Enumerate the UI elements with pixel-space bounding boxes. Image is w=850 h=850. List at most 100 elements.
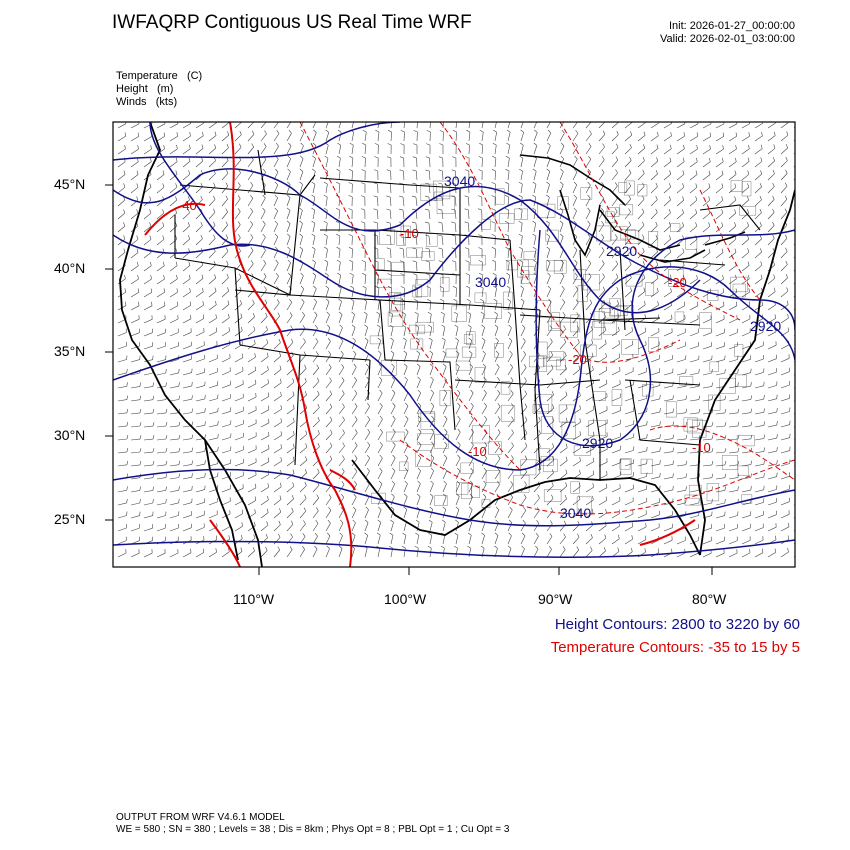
wind-barb: [117, 451, 127, 454]
wind-barb: [780, 476, 790, 480]
wind-barb-flag: [592, 495, 594, 500]
wind-barb: [338, 171, 341, 181]
wind-barb: [728, 386, 738, 389]
wind-barb: [338, 393, 345, 402]
wind-barb-flag: [311, 168, 316, 172]
wind-barb: [559, 262, 564, 272]
wind-barb-flag: [150, 288, 152, 293]
wind-barb-flag: [721, 248, 724, 253]
wind-barb: [130, 425, 140, 428]
wind-barb: [260, 316, 268, 324]
wind-barb: [299, 523, 306, 532]
wind-barb: [598, 512, 607, 519]
wind-barb-flag: [505, 181, 510, 185]
wind-barb: [182, 527, 192, 532]
wind-barb: [286, 122, 292, 129]
wind-barb-flag: [216, 535, 218, 540]
wind-barb: [208, 291, 217, 298]
wind-barb: [728, 477, 738, 480]
wind-barb: [754, 199, 762, 207]
wind-barb-flag: [592, 470, 595, 475]
wind-barb-flag: [254, 353, 256, 358]
county-cell: [455, 360, 471, 371]
wind-barb-flag: [425, 234, 430, 237]
wind-barb: [754, 552, 764, 558]
wind-barb-flag: [430, 467, 434, 472]
wind-barb-flag: [412, 260, 417, 263]
wind-barb: [403, 131, 405, 142]
wind-barb: [780, 186, 788, 194]
wind-barb-flag: [311, 207, 315, 211]
county-cell: [637, 184, 648, 197]
wind-barb-flag: [241, 326, 243, 331]
wind-barb-flag: [465, 273, 470, 276]
wind-barb-flag: [734, 157, 737, 162]
wind-barb: [208, 331, 218, 337]
wind-barb: [663, 186, 671, 194]
wind-barb: [780, 501, 790, 506]
wind-barb: [767, 398, 777, 402]
county-cell: [593, 311, 605, 328]
wind-barb-flag: [786, 287, 789, 292]
wind-barb-flag: [391, 480, 395, 485]
wind-barb-flag: [538, 429, 541, 434]
wind-barb-flag: [588, 143, 592, 147]
wind-barb: [494, 366, 500, 376]
wind-barb-flag: [750, 486, 752, 491]
wind-barb-flag: [426, 286, 431, 289]
wind-barb: [741, 540, 751, 545]
wind-barb: [416, 548, 419, 558]
wind-barb: [702, 502, 712, 506]
wind-barb-flag: [579, 418, 581, 423]
wind-barb-flag: [711, 408, 714, 413]
wind-barb-flag: [138, 301, 140, 306]
wind-barb-flag: [126, 473, 128, 478]
wind-barb-flag: [737, 408, 740, 413]
wind-barb: [754, 345, 764, 350]
wind-barb-flag: [750, 408, 752, 413]
wind-barb: [442, 366, 447, 376]
wind-barb: [169, 265, 178, 272]
wind-barb-flag: [361, 156, 366, 159]
wind-barb: [546, 275, 551, 285]
wind-barb-flag: [591, 352, 594, 357]
wind-barb: [143, 148, 152, 155]
wind-barb: [143, 502, 153, 506]
wind-barb-flag: [492, 259, 496, 263]
wind-barb-flag: [279, 495, 282, 500]
temperature-label: -10: [692, 440, 711, 455]
wind-barb-flag: [574, 168, 578, 173]
wind-barb-flag: [800, 300, 801, 304]
wind-barb: [143, 319, 153, 324]
wind-barb-flag: [628, 169, 632, 174]
wind-barb-flag: [287, 155, 291, 160]
wind-barb-flag: [532, 246, 537, 250]
wind-barb-flag: [657, 301, 659, 306]
wind-barb: [312, 328, 318, 337]
wind-barb-flag: [776, 472, 778, 477]
wind-barb: [169, 372, 179, 376]
county-cell: [692, 420, 707, 438]
wind-barb-flag: [312, 155, 316, 159]
wind-barb: [442, 170, 444, 181]
wind-barb-flag: [524, 416, 528, 421]
wind-barb: [286, 315, 293, 324]
wind-barb: [676, 161, 685, 168]
wind-barb-flag: [267, 495, 269, 500]
wind-barb-flag: [265, 312, 268, 317]
wind-barb: [663, 123, 672, 129]
wind-barb: [312, 301, 317, 311]
wind-barb-flag: [672, 408, 674, 413]
wind-barb: [715, 305, 725, 311]
wind-barb: [312, 145, 317, 155]
wind-barb: [325, 459, 333, 467]
wind-barb: [195, 160, 203, 168]
wind-barb: [598, 487, 608, 493]
wind-barb: [234, 263, 242, 272]
county-cell: [538, 341, 548, 359]
wind-barb: [429, 340, 433, 350]
wind-barb-flag: [379, 415, 383, 420]
wind-barb: [299, 301, 305, 311]
wind-barb-flag: [520, 298, 525, 302]
wind-barb: [390, 248, 392, 259]
